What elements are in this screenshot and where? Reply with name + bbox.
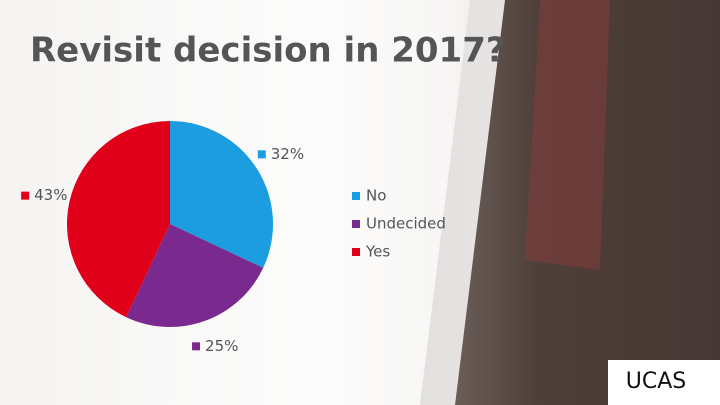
data-label: 32% [271, 145, 304, 163]
logo-box [608, 360, 720, 405]
chart-title: Revisit decision in 2017? [30, 31, 506, 71]
legend-label: No [366, 187, 386, 205]
pie: 32% 25% 43% [21, 121, 304, 355]
data-label: 43% [34, 186, 67, 204]
legend-swatch [352, 248, 360, 256]
data-label: 25% [205, 337, 238, 355]
pie-slice [66, 121, 170, 318]
logo: UCAS [626, 369, 686, 394]
legend-swatch [352, 220, 360, 228]
legend-swatch [352, 192, 360, 200]
legend-label: Undecided [366, 215, 446, 233]
legend-label: Yes [365, 243, 390, 261]
label-swatch [21, 191, 30, 200]
legend: No Undecided Yes [352, 187, 446, 261]
label-swatch [257, 150, 266, 159]
photo-shirt [525, 0, 610, 270]
pie-slice [126, 224, 264, 327]
label-swatch [192, 342, 201, 351]
pie-slice [170, 121, 273, 268]
